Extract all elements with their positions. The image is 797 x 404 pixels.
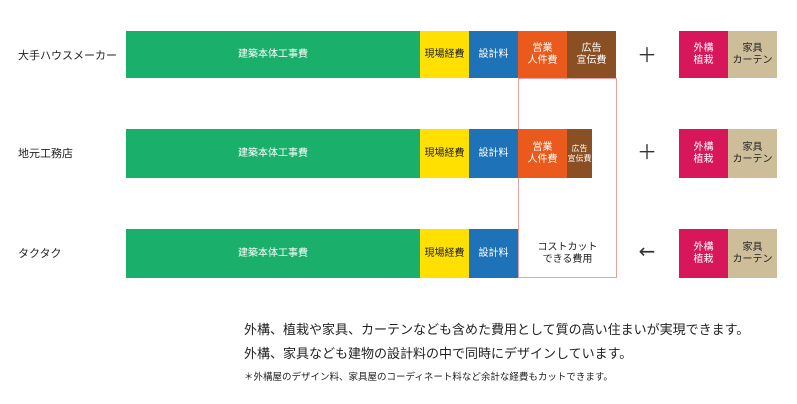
- site-expense-segment: 現場経費: [420, 31, 469, 78]
- footnote: ＊外構屋のデザイン料、家具屋のコーディネート料など余計な経費もカットできます。: [244, 372, 613, 383]
- note-line-1: 外構、植栽や家具、カーテンなども含めた費用として質の高い住まいが実現できます。: [244, 323, 750, 338]
- design-fee-segment: 設計料: [469, 229, 518, 278]
- cost-cut-segment: コストカット できる費用: [537, 241, 598, 265]
- row-label: 大手ハウスメーカー: [18, 49, 117, 62]
- furniture-curtain-segment: 家具 カーテン: [728, 129, 777, 178]
- row-label: 地元工務店: [18, 147, 73, 160]
- exterior-planting-segment: 外構 植栽: [679, 31, 728, 78]
- plus-operator: ＋: [637, 140, 657, 164]
- left-arrow-operator: ←: [638, 239, 656, 263]
- sales-personnel-segment: 営業 人件費: [518, 129, 567, 178]
- furniture-curtain-segment: 家具 カーテン: [728, 229, 777, 278]
- design-fee-segment: 設計料: [469, 31, 518, 78]
- note-line-2: 外構、家具なども建物の設計料の中で同時にデザインしています。: [244, 347, 633, 362]
- construction-cost-segment: 建築本体工事費: [126, 31, 420, 78]
- advertising-segment: 広告 宣伝費: [567, 31, 616, 78]
- sales-personnel-segment: 営業 人件費: [518, 31, 567, 78]
- construction-cost-segment: 建築本体工事費: [126, 229, 420, 278]
- row-label: タクタク: [18, 247, 62, 260]
- site-expense-segment: 現場経費: [420, 229, 469, 278]
- construction-cost-segment: 建築本体工事費: [126, 129, 420, 178]
- plus-operator: ＋: [637, 43, 657, 67]
- exterior-planting-segment: 外構 植栽: [679, 229, 728, 278]
- site-expense-segment: 現場経費: [420, 129, 469, 178]
- design-fee-segment: 設計料: [469, 129, 518, 178]
- furniture-curtain-segment: 家具 カーテン: [728, 31, 777, 78]
- exterior-planting-segment: 外構 植栽: [679, 129, 728, 178]
- advertising-segment: 広告 宣伝費: [567, 129, 592, 178]
